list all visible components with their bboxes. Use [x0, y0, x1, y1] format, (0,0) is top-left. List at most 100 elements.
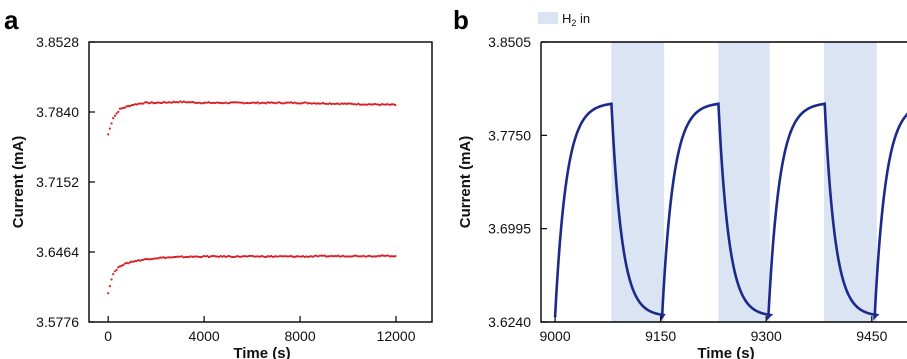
plot-a-point [145, 101, 148, 104]
plot-a-point [377, 254, 380, 257]
plot-a-point [269, 254, 273, 258]
plot-a-point [186, 255, 189, 259]
plot-a-point [154, 257, 157, 260]
plot-a-point [266, 101, 269, 104]
plot-a-point [142, 258, 145, 261]
plot-a-point [113, 114, 117, 117]
plot-a-point [328, 102, 331, 105]
plot-a-xtick-label: 8000 [284, 328, 315, 344]
plot-a-point [216, 101, 219, 104]
plot-a-point [206, 254, 209, 258]
plot-a-point [128, 105, 132, 108]
plot-a-point [316, 255, 320, 258]
plot-a-point [343, 102, 347, 105]
plot-a-point [261, 101, 264, 104]
plot-a-point [338, 255, 341, 258]
plot-a-point [347, 255, 350, 258]
plot-a-point [138, 259, 142, 262]
plot-a-point [306, 255, 310, 258]
legend-label: H2 in [562, 11, 590, 28]
plot-a-point [280, 102, 283, 105]
plot-a-point [345, 102, 348, 106]
plot-a-point [159, 101, 162, 105]
plot-a-point [201, 102, 204, 105]
plot-a-point [288, 101, 291, 104]
plot-a-point [107, 292, 110, 295]
plot-a-point [350, 255, 353, 258]
plot-a-point [353, 254, 357, 257]
plot-a-point [352, 103, 355, 106]
plot-a-point [142, 102, 145, 105]
plot-a-point [370, 255, 373, 258]
plot-a-point [144, 257, 147, 261]
plot-a-point [211, 101, 214, 105]
plot-a-point [394, 103, 397, 107]
plot-a-point [137, 259, 140, 262]
plot-a-point [177, 255, 180, 258]
plot-a-point [187, 100, 190, 104]
plot-a-point [389, 255, 392, 258]
plot-a-point [115, 268, 118, 272]
plot-a-point [150, 101, 153, 104]
plot-a-point [122, 106, 125, 110]
plot-a-point [320, 102, 323, 105]
plot-a-point [162, 256, 165, 259]
plot-b-xlabel: Time (s) [697, 345, 754, 359]
plot-a-point [246, 255, 249, 258]
plot-a-point [394, 255, 397, 258]
plot-a-point [227, 255, 231, 258]
plot-a-point [290, 101, 293, 104]
plot-a-point [222, 102, 226, 105]
plot-a-point [182, 100, 185, 103]
plot-a-point [303, 255, 306, 259]
plot-a-point [355, 103, 358, 106]
plot-a-point [249, 101, 253, 105]
plot-a-point [170, 101, 174, 104]
plot-a-point [226, 255, 229, 258]
plot-a-point [335, 255, 338, 258]
plot-a-point [196, 255, 199, 258]
panel-label-a: a [4, 5, 19, 35]
plot-a-point [165, 101, 169, 104]
plot-a-point [389, 103, 392, 106]
plot-a-point [264, 102, 268, 105]
plot-a-point [357, 255, 360, 258]
plot-a-point [233, 101, 236, 104]
plot-a-point [177, 101, 180, 104]
plot-a-point [149, 101, 152, 105]
plot-a-point [311, 102, 315, 105]
plot-a-point [295, 102, 298, 105]
plot-a-point [375, 103, 378, 106]
plot-b-h2-bands [611, 42, 877, 322]
plot-a-point [345, 255, 348, 258]
plot-a-point [296, 102, 300, 105]
legend-h2-in: H2 in [538, 11, 590, 28]
plot-a-point [197, 101, 200, 104]
plot-a-point [222, 254, 226, 258]
plot-a-point [372, 103, 375, 106]
plot-a-point [286, 255, 289, 258]
plot-a-ytick-label: 3.7152 [36, 174, 79, 190]
legend-label-sub: 2 [571, 18, 576, 28]
plot-a-point [110, 278, 113, 281]
plot-a-point [290, 254, 293, 258]
plot-a-point [207, 255, 211, 259]
plot-a-point [140, 102, 143, 105]
plot-a-point [330, 254, 333, 257]
plot-a-point [212, 101, 216, 104]
panel-label-b: b [453, 5, 469, 35]
plot-a-point [238, 101, 241, 104]
plot-a-points [107, 100, 397, 295]
plot-a-point [256, 101, 259, 104]
plot-a: 0 4000 8000 12000 3.5776 3.6464 3.7152 3.7840 3.… [36, 34, 433, 344]
plot-b-xtick-label: 9450 [856, 328, 887, 344]
plot-a-point [112, 272, 115, 276]
plot-a-point [244, 101, 247, 105]
plot-a-point [363, 255, 367, 258]
plot-a-point [332, 255, 335, 258]
legend-label-h: H [562, 11, 571, 26]
plot-a-point [236, 101, 239, 104]
plot-a-point [112, 117, 115, 120]
plot-a-point [254, 102, 258, 105]
plot-a-point [313, 254, 316, 257]
